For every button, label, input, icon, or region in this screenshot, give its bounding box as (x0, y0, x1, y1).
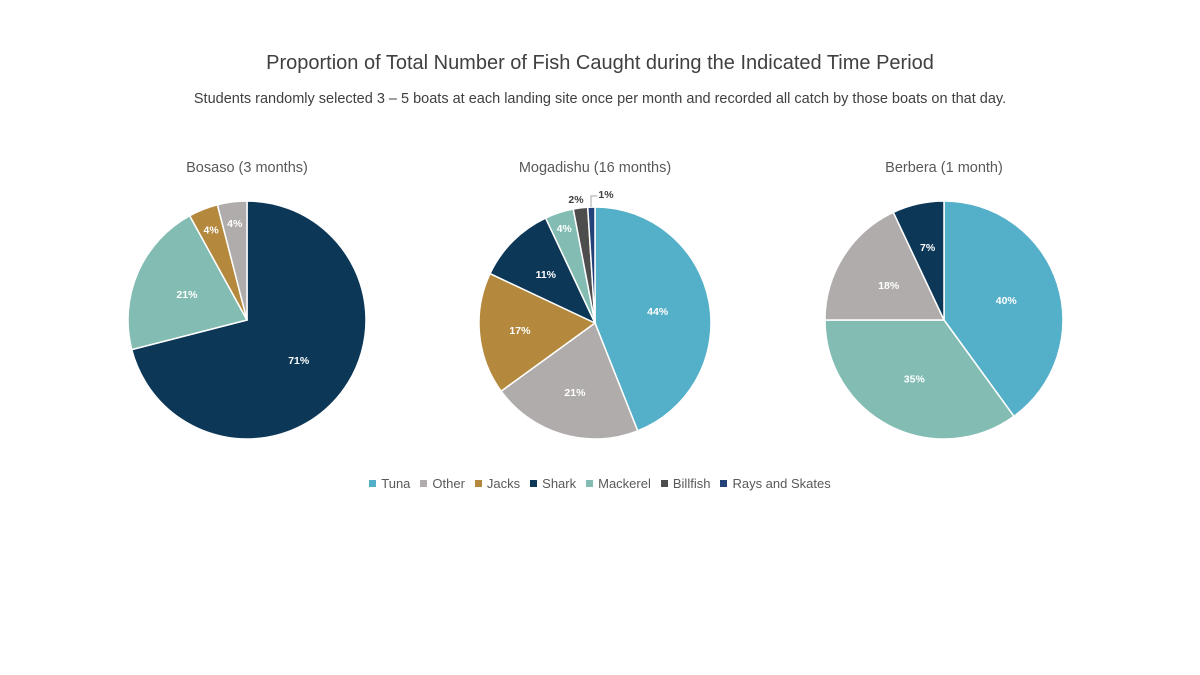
legend-item-shark: Shark (530, 476, 576, 491)
data-label: 40% (996, 295, 1018, 307)
legend-swatch (420, 480, 428, 487)
legend-item-mackerel: Mackerel (586, 476, 651, 491)
data-label: 18% (878, 280, 900, 292)
legend-label: Other (432, 476, 465, 491)
pie-chart-2: Berbera (1 month) 40% 35% 18% 7% (824, 160, 1064, 440)
legend-item-rays-and-skates: Rays and Skates (720, 476, 831, 491)
data-label: 7% (920, 242, 936, 254)
pie-slice-shark (130, 200, 367, 440)
data-label: 44% (647, 306, 669, 318)
legend-label: Billfish (672, 476, 711, 491)
pie-slice-tuna (943, 200, 1064, 418)
pie-slice-jacks (478, 272, 597, 393)
pie-slice-other (216, 200, 248, 321)
legend-item-other: Other (420, 476, 465, 491)
legend-item-jacks: Jacks (474, 476, 521, 491)
pie-title: Bosaso (3 months) (186, 160, 308, 176)
legend-swatch (530, 480, 538, 487)
legend-item-billfish: Billfish (660, 476, 711, 491)
data-label: 71% (288, 355, 310, 367)
legend-label: Shark (542, 476, 577, 491)
legend-label: Mackerel (598, 476, 651, 491)
legend-label: Jacks (486, 476, 521, 491)
data-label: 1% (598, 189, 614, 201)
legend-label: Rays and Skates (732, 476, 831, 491)
data-label: 2% (568, 194, 584, 206)
chart-subtitle: Students randomly selected 3 – 5 boats a… (193, 91, 1007, 107)
data-label: 11% (536, 269, 557, 281)
pie-slice-mackerel (127, 214, 249, 351)
legend-swatch (586, 480, 594, 487)
pie-slice-rays-and-skates (586, 206, 596, 324)
chart-title: Proportion of Total Number of Fish Caugh… (266, 52, 934, 74)
legend-swatch (369, 480, 377, 487)
data-label: 4% (203, 224, 219, 236)
pie-slice-other (500, 321, 639, 440)
leader-line (590, 195, 597, 207)
legend-swatch (474, 480, 482, 487)
pie-chart-1: Mogadishu (16 months) 44% 21% 17% 11% 4% 2% 1% (478, 160, 712, 440)
data-label: 35% (904, 373, 926, 385)
legend-label: Tuna (381, 476, 411, 491)
data-label: 21% (176, 289, 198, 301)
pie-slice-shark (489, 217, 597, 325)
pie-slice-other (824, 211, 946, 321)
legend: Tuna Other Jacks Shark Mackerel Billfish Rays … (0, 476, 1200, 491)
data-label: 4% (557, 223, 573, 235)
legend-item-tuna: Tuna (369, 476, 410, 491)
data-label: 17% (509, 325, 531, 337)
pie-slice-mackerel (824, 319, 1015, 440)
data-label: 21% (564, 387, 586, 399)
legend-swatch (720, 480, 728, 487)
pie-title: Berbera (1 month) (885, 160, 1003, 176)
pie-chart-0: Bosaso (3 months) 71% 21% 4% 4% (127, 160, 367, 440)
pie-slice-shark (892, 200, 945, 321)
pie-title: Mogadishu (16 months) (519, 160, 671, 176)
legend-swatch (660, 480, 668, 487)
pie-slice-tuna (594, 206, 712, 432)
data-label: 4% (227, 218, 243, 230)
